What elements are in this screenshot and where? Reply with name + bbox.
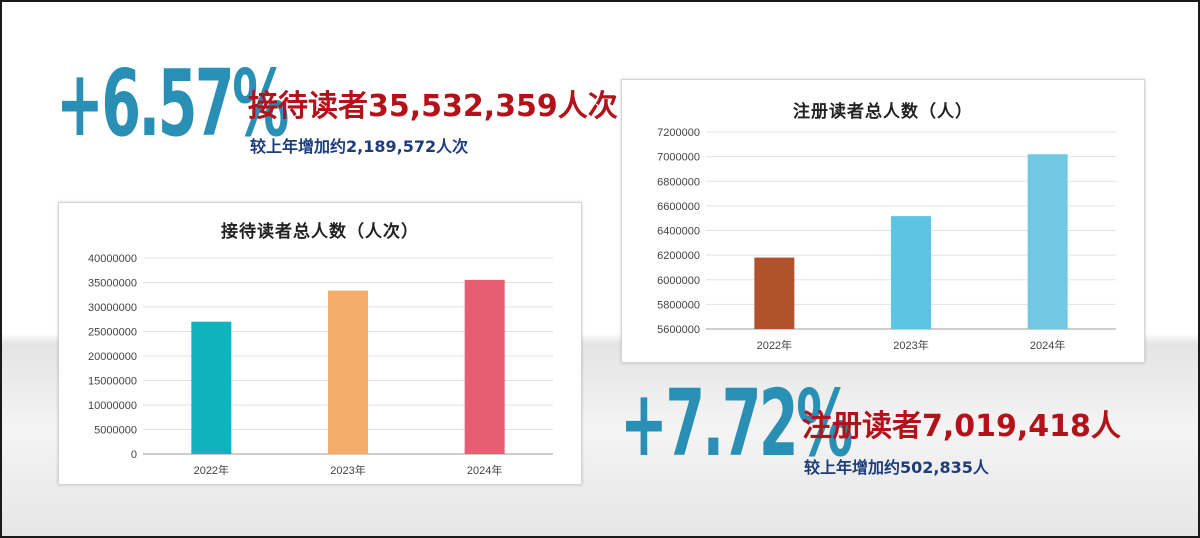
visitors-headline: 接待读者35,532,359人次 — [248, 89, 618, 124]
registered-growth-percent: +7.72% — [620, 370, 853, 477]
visitors-bar-chart: 0 5000000 10000000 15000000 20000000 25000000… — [88, 253, 553, 477]
y-tick-label: 7200000 — [657, 127, 700, 139]
y-tick-label: 20000000 — [88, 351, 137, 363]
x-tick-label: 2022年 — [757, 338, 792, 352]
y-tick-label: 40000000 — [88, 253, 137, 265]
bar-2022年 — [754, 257, 795, 329]
visitors-chart-card: 接待读者总人数（人次） 0 5000000 10000000 15000000 2000… — [58, 202, 582, 485]
registered-headline: 注册读者7,019,418人 — [802, 409, 1121, 444]
y-tick-label: 25000000 — [88, 327, 137, 339]
y-tick-label: 6000000 — [657, 275, 700, 287]
y-tick-label: 5000000 — [94, 425, 137, 437]
y-tick-label: 15000000 — [88, 376, 137, 388]
visitors-subline: 较上年增加约2,189,572人次 — [250, 137, 469, 156]
registered-subline: 较上年增加约502,835人 — [804, 458, 989, 477]
y-tick-label: 6400000 — [657, 226, 700, 238]
y-tick-label: 6200000 — [657, 250, 700, 262]
bar-2023年 — [891, 216, 931, 329]
y-tick-label: 10000000 — [88, 400, 137, 412]
bar-2024年 — [464, 279, 505, 454]
x-tick-label: 2024年 — [467, 463, 502, 477]
y-tick-label: 6800000 — [657, 176, 700, 188]
bar-2023年 — [328, 290, 368, 454]
y-tick-label: 35000000 — [88, 278, 137, 290]
registered-bar-chart: 5600000 5800000 6000000 6200000 6400000 66000… — [657, 127, 1116, 352]
chart-title: 接待读者总人数（人次） — [221, 222, 419, 242]
bar-2022年 — [191, 321, 232, 454]
visitors-growth-percent: +6.57% — [56, 50, 289, 157]
x-tick-label: 2024年 — [1030, 338, 1065, 352]
registered-chart-card: 注册读者总人数（人） 5600000 5800000 6000000 6200000 6… — [621, 79, 1145, 363]
x-tick-label: 2023年 — [893, 338, 928, 352]
y-tick-label: 30000000 — [88, 302, 137, 314]
bar-2024年 — [1027, 154, 1068, 329]
y-tick-label: 5600000 — [657, 324, 700, 336]
x-tick-label: 2022年 — [194, 463, 229, 477]
x-tick-label: 2023年 — [330, 463, 365, 477]
y-tick-label: 5800000 — [657, 299, 700, 311]
chart-title: 注册读者总人数（人） — [793, 102, 973, 122]
y-tick-label: 7000000 — [657, 152, 700, 164]
y-tick-label: 6600000 — [657, 201, 700, 213]
y-tick-label: 0 — [131, 449, 137, 461]
